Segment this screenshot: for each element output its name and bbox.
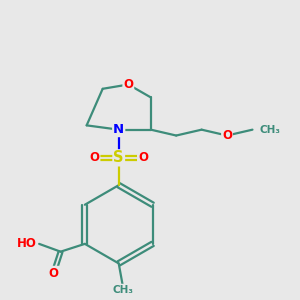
- Text: N: N: [113, 123, 124, 136]
- Text: O: O: [49, 267, 58, 280]
- Text: O: O: [89, 151, 100, 164]
- Text: HO: HO: [17, 237, 37, 250]
- Text: CH₃: CH₃: [112, 285, 133, 295]
- Text: S: S: [113, 150, 124, 165]
- Text: O: O: [123, 78, 133, 91]
- Text: O: O: [138, 151, 148, 164]
- Text: CH₃: CH₃: [260, 125, 280, 135]
- Text: O: O: [222, 129, 232, 142]
